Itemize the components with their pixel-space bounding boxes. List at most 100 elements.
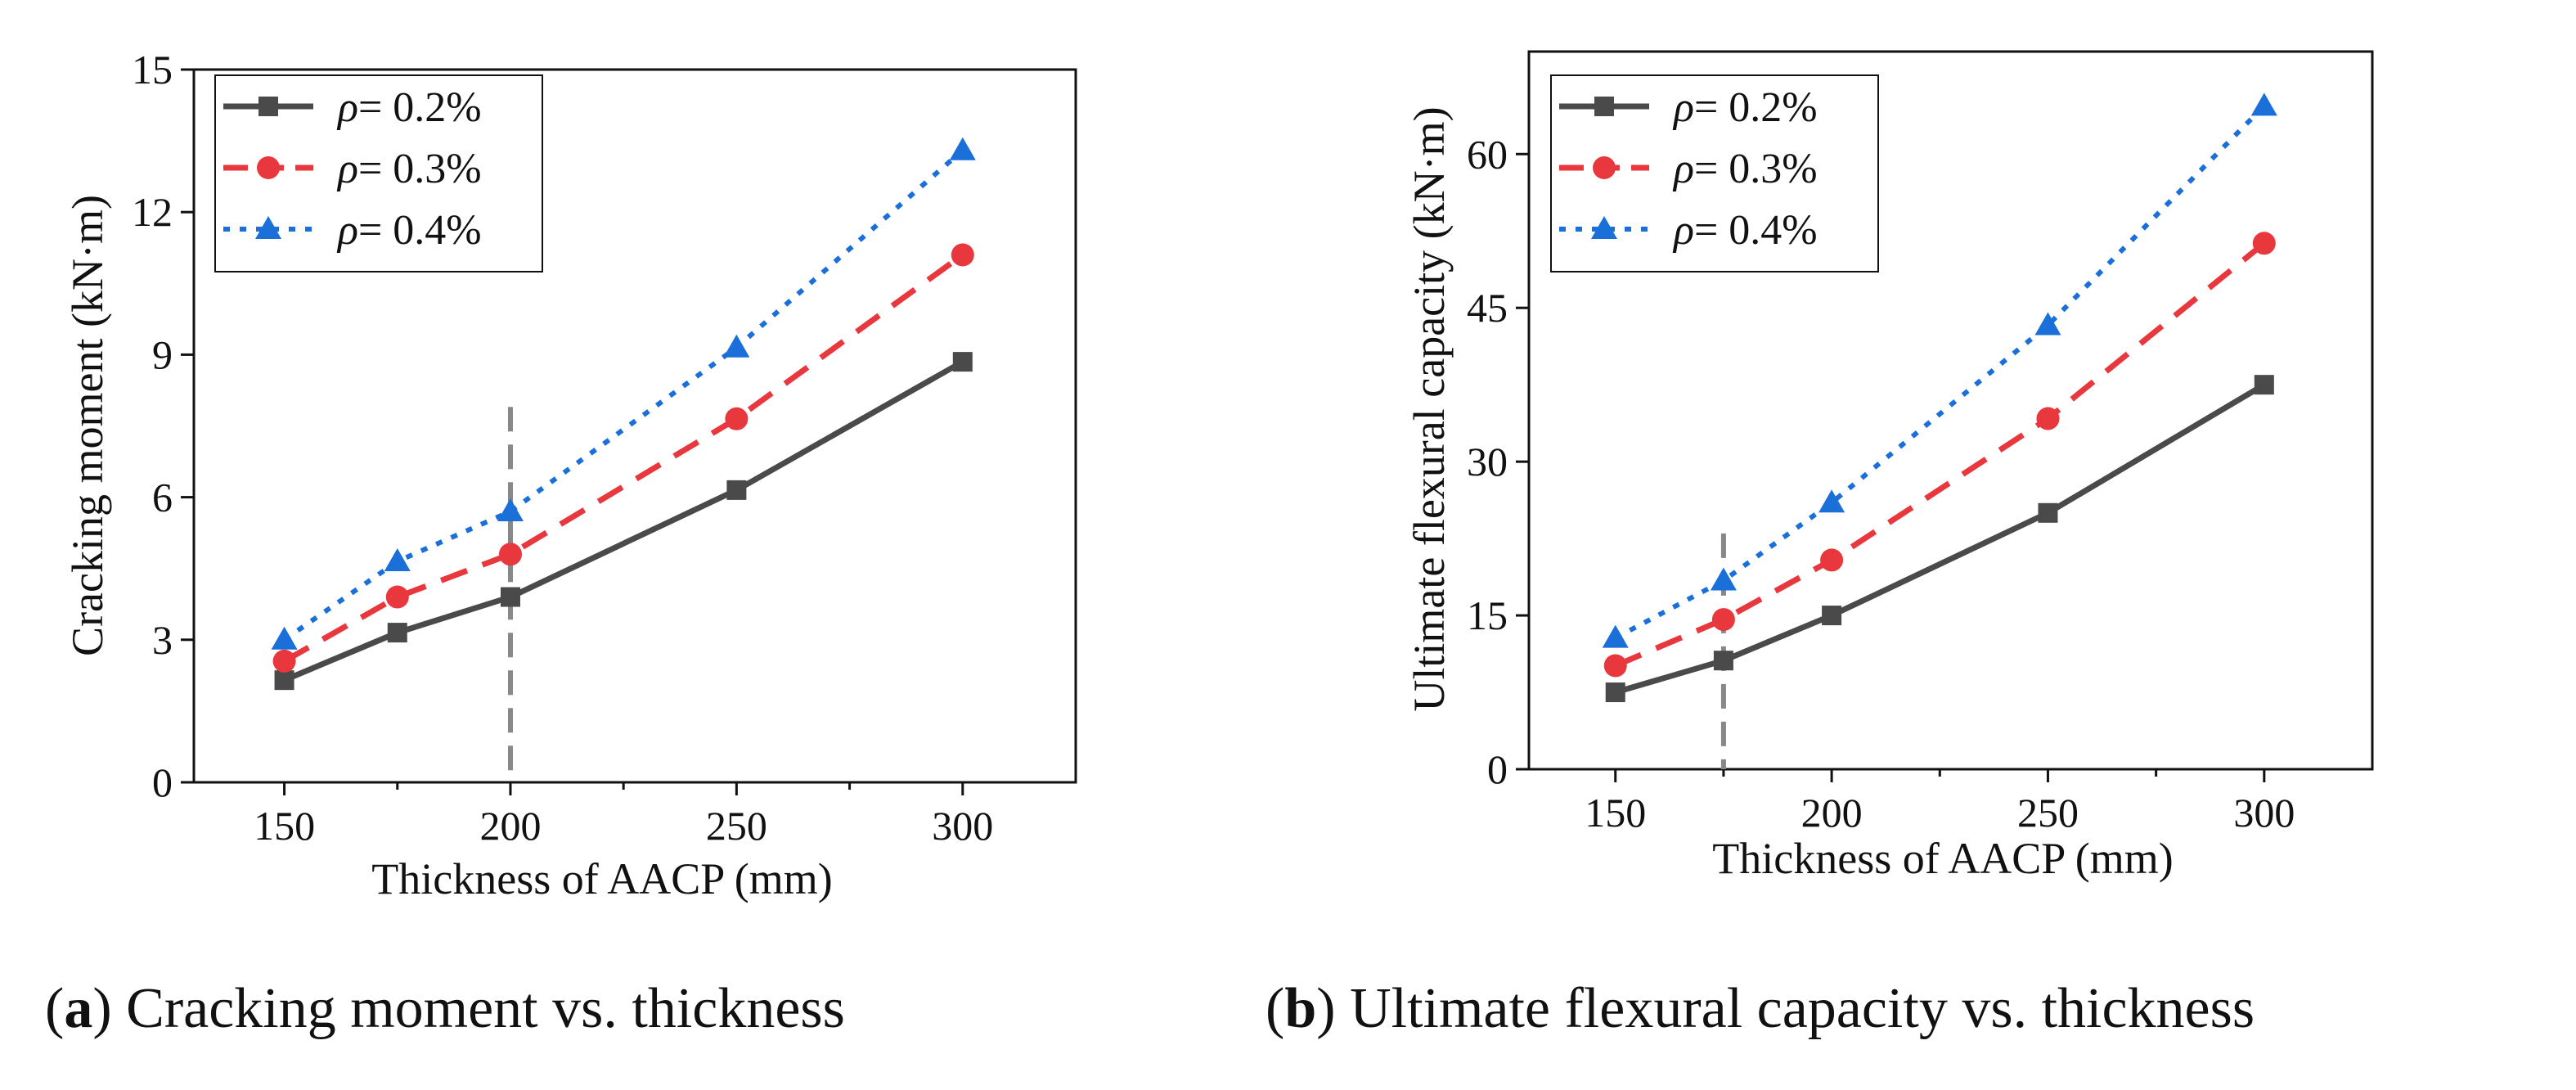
series-line xyxy=(1614,241,2267,669)
caption-a-title xyxy=(112,977,127,1040)
legend-symbol: ρ xyxy=(1672,146,1694,192)
series-line xyxy=(282,148,964,642)
plot-frame xyxy=(1527,50,2374,771)
legend-label: ρ= 0.3% xyxy=(1672,146,1818,192)
caption-a-title-text: Cracking moment vs. thickness xyxy=(126,977,845,1040)
y-tick-label: 45 xyxy=(1467,285,1508,331)
caption-b-label: b xyxy=(1284,977,1316,1040)
legend-marker xyxy=(1593,156,1616,179)
legend-symbol: ρ xyxy=(1672,84,1694,131)
x-tick-label: 250 xyxy=(2017,790,2079,836)
x-tick-label: 250 xyxy=(706,803,767,849)
legend-label: ρ= 0.2% xyxy=(336,84,482,131)
y-tick-label: 0 xyxy=(1487,746,1508,792)
y-tick-label: 12 xyxy=(132,189,173,235)
legend-value: = 0.2% xyxy=(1694,84,1818,131)
legend-label: ρ= 0.4% xyxy=(336,207,482,254)
data-point xyxy=(387,623,407,643)
axes-ticks: 0 3 6 9 12 15 150 200 250 300 xyxy=(132,47,993,849)
series-line xyxy=(1614,382,2266,696)
legend-value: = 0.4% xyxy=(1694,207,1818,254)
data-point xyxy=(951,243,974,267)
axes-ticks: 0 15 30 45 60 150 200 250 300 xyxy=(1467,131,2295,836)
y-tick-label: 15 xyxy=(1467,592,1508,638)
data-point xyxy=(1710,567,1737,591)
data-point xyxy=(1713,651,1733,671)
y-tick-label: 15 xyxy=(132,47,173,92)
series-line xyxy=(283,359,964,683)
data-point xyxy=(723,334,750,358)
data-point xyxy=(498,543,522,566)
legend-symbol: ρ xyxy=(336,146,358,192)
x-tick-label: 150 xyxy=(1585,790,1646,836)
legend-value: = 0.4% xyxy=(358,207,482,254)
legend: ρ= 0.2%ρ= 0.3%ρ= 0.4% xyxy=(214,74,543,272)
data-point xyxy=(385,585,409,609)
legend-marker xyxy=(257,156,280,179)
legend-items: ρ= 0.2%ρ= 0.3%ρ= 0.4% xyxy=(1559,84,1818,254)
x-tick-label: 150 xyxy=(254,803,315,849)
data-point xyxy=(725,407,749,430)
caption-b: (b) Ultimate flexural capacity vs. thick… xyxy=(1266,977,2255,1040)
data-point xyxy=(1711,608,1735,632)
legend-symbol: ρ xyxy=(336,207,358,254)
data-point xyxy=(1605,682,1625,703)
y-tick-label: 9 xyxy=(152,331,173,377)
y-axis-title: Ultimate flexural capacity (kN·m) xyxy=(1405,106,1454,711)
y-tick-label: 3 xyxy=(152,617,173,663)
y-tick-label: 0 xyxy=(152,759,173,805)
data-point xyxy=(2252,232,2276,255)
y-tick-label: 30 xyxy=(1467,439,1508,484)
legend-label: ρ= 0.4% xyxy=(1672,207,1818,254)
legend-items: ρ= 0.2%ρ= 0.3%ρ= 0.4% xyxy=(223,84,482,254)
x-tick-label: 200 xyxy=(1801,790,1863,836)
data-point xyxy=(1822,606,1842,626)
legend-marker xyxy=(258,97,278,116)
legend-marker xyxy=(255,216,281,239)
legend-value: = 0.3% xyxy=(1694,146,1818,192)
data-point xyxy=(2034,312,2061,336)
plot-frame xyxy=(192,68,1077,784)
data-point xyxy=(949,137,976,160)
data-point xyxy=(384,547,411,571)
data-point xyxy=(274,670,294,691)
y-tick-label: 6 xyxy=(152,475,173,520)
legend: ρ= 0.2%ρ= 0.3%ρ= 0.4% xyxy=(1550,74,1879,272)
legend-label: ρ= 0.3% xyxy=(336,146,482,192)
data-point xyxy=(1820,548,1844,572)
data-point xyxy=(272,649,296,673)
data-point xyxy=(1603,654,1627,678)
y-axis-title: Cracking moment (kN·m) xyxy=(63,195,112,656)
data-point xyxy=(1818,489,1845,513)
legend-value: = 0.3% xyxy=(358,146,482,192)
data-point xyxy=(497,498,524,522)
data-point xyxy=(726,480,747,500)
caption-a: (a) Cracking moment vs. thickness xyxy=(45,977,845,1040)
data-point xyxy=(2250,92,2277,116)
legend-label: ρ= 0.2% xyxy=(1672,84,1818,131)
legend-symbol: ρ xyxy=(1672,207,1694,254)
x-tick-label: 200 xyxy=(479,803,541,849)
legend-marker xyxy=(1594,97,1614,116)
series-group xyxy=(271,137,976,691)
data-point xyxy=(2038,502,2058,523)
data-point xyxy=(1602,624,1629,648)
x-axis-title: Thickness of AACP (mm) xyxy=(371,854,832,903)
legend-marker xyxy=(1591,216,1617,239)
data-point xyxy=(271,626,298,650)
series-group xyxy=(1602,92,2277,703)
data-point xyxy=(2036,407,2060,430)
caption-a-label: a xyxy=(64,977,92,1040)
y-tick-label: 60 xyxy=(1467,131,1508,177)
data-point xyxy=(2254,375,2274,395)
caption-b-title xyxy=(1336,977,1351,1040)
series-line xyxy=(282,252,964,664)
caption-b-title-text: Ultimate flexural capacity vs. thickness xyxy=(1350,977,2255,1040)
x-tick-label: 300 xyxy=(932,803,993,849)
x-tick-label: 300 xyxy=(2233,790,2295,836)
x-axis-title: Thickness of AACP (mm) xyxy=(1712,834,2173,883)
data-point xyxy=(500,587,520,607)
